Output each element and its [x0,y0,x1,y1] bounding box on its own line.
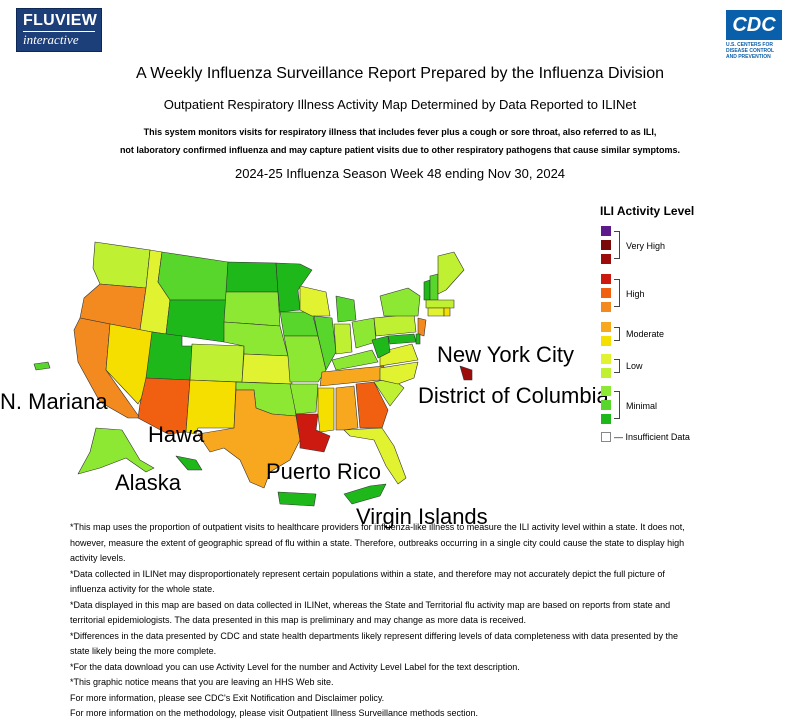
state-maine[interactable] [437,251,465,295]
footnote: *Differences in the data presented by CD… [70,630,679,657]
state-kansas[interactable] [241,353,293,385]
label-virgin-islands: Virgin Islands [356,504,488,529]
state-south-dakota[interactable] [223,291,281,327]
page-title: A Weekly Influenza Surveillance Report P… [136,65,664,82]
legend-label-minimal: Minimal [626,401,658,411]
state-alaska[interactable] [77,427,155,475]
legend-bracket-low [614,359,620,373]
footnote: *Data collected in ILINet may disproport… [70,568,665,595]
footnotes: *This map uses the proportion of outpati… [70,520,690,722]
footnote-link[interactable]: For more information, please see CDC's E… [70,692,385,703]
legend-swatch-12 [601,240,611,250]
legend-label-insufficient-text: Insufficient Data [625,432,690,442]
legend-bracket-minimal [614,391,620,419]
fluview-logo-text: FLUVIEW [23,12,98,29]
footnote-link[interactable]: For more information on the methodology,… [70,708,479,718]
state-arkansas[interactable] [289,383,319,415]
week-heading: 2024-25 Influenza Season Week 48 ending … [234,166,566,181]
legend-swatch-4 [601,368,611,378]
legend-swatch-11 [601,254,611,264]
state-ohio[interactable] [351,317,377,349]
state-wisconsin[interactable] [299,285,331,317]
state-kentucky[interactable] [331,349,379,371]
state-massachusetts[interactable] [425,299,455,309]
legend-swatch-insufficient [601,432,611,442]
legend-title: ILI Activity Level [600,204,695,218]
virgin-islands[interactable] [343,483,387,505]
state-indiana[interactable] [333,323,353,355]
state-west-virginia[interactable] [371,335,391,359]
state-texas[interactable] [197,389,301,489]
state-pennsylvania[interactable] [373,313,417,337]
state-virginia[interactable] [379,343,419,367]
legend-bracket-high [614,279,620,307]
state-mississippi[interactable] [317,387,335,433]
state-new-hampshire[interactable] [429,273,439,301]
legend-bracket-very-high [614,231,620,259]
label-puerto-rico: Puerto Rico [266,459,381,484]
legend-swatch-8 [601,302,611,312]
ili-activity-map[interactable] [0,225,600,525]
footnote: *Data displayed in this map are based on… [70,599,671,626]
legend-swatch-7 [601,322,611,332]
label-n-mariana: N. Mariana [0,389,108,414]
label-alaska: Alaska [115,470,182,495]
state-washington[interactable] [92,241,151,289]
state-hawaii[interactable] [175,455,203,471]
legend-swatch-13 [601,226,611,236]
footnote: *This graphic notice means that you are … [70,677,334,687]
state-alabama[interactable] [335,385,359,431]
cdc-logo-mark: CDC [726,10,782,40]
cdc-logo-subtext: U.S. CENTERS FOR DISEASE CONTROL AND PRE… [726,42,774,60]
state-minnesota[interactable] [275,262,313,313]
legend-swatch-5 [601,354,611,364]
legend-bracket-moderate [614,327,620,341]
footnote: *For the data download you can use Activ… [70,661,520,672]
state-north-dakota[interactable] [225,261,279,293]
state-rhode-island[interactable] [443,307,451,317]
state-maryland[interactable] [387,333,417,345]
legend-swatch-1 [601,414,611,424]
state-vermont[interactable] [423,279,431,301]
state-michigan[interactable] [335,295,357,323]
legend-label-high: High [626,289,645,299]
legend-swatch-2 [601,400,611,410]
cdc-logo[interactable]: CDC U.S. CENTERS FOR DISEASE CONTROL AND… [726,10,784,60]
legend-swatch-6 [601,336,611,346]
legend: ILI Activity Level Very High High Modera… [600,204,790,444]
legend-swatch-10 [601,274,611,284]
label-new-york-city: New York City [437,342,574,367]
state-florida[interactable] [343,427,407,485]
label-hawaii: Hawa [148,422,205,447]
n-mariana-islands[interactable] [33,361,51,371]
state-montana[interactable] [157,251,229,301]
description-line-2: not laboratory confirmed influenza and m… [119,145,681,155]
legend-label-low: Low [626,361,643,371]
footnote: *This map uses the proportion of outpati… [70,522,685,563]
state-new-jersey[interactable] [417,317,427,337]
page-subtitle: Outpatient Respiratory Illness Activity … [163,97,637,112]
state-utah[interactable] [145,331,193,381]
state-louisiana[interactable] [295,413,331,453]
state-delaware[interactable] [415,333,421,345]
legend-swatch-9 [601,288,611,298]
state-north-carolina[interactable] [379,361,419,385]
state-new-york[interactable] [379,287,421,317]
state-connecticut[interactable] [427,307,445,317]
legend-label-very-high: Very High [626,241,666,251]
fluview-logo[interactable]: FLUVIEW interactive [16,8,102,52]
state-illinois[interactable] [313,315,337,371]
state-georgia[interactable] [355,381,389,429]
description-line-1: This system monitors visits for respirat… [143,127,657,137]
state-colorado[interactable] [189,343,245,383]
fluview-logo-subtext: interactive [23,31,95,48]
legend-label-moderate: Moderate [626,329,665,339]
new-york-city[interactable] [459,365,473,381]
puerto-rico[interactable] [277,491,317,507]
legend-label-insufficient: — Insufficient Data [614,432,690,442]
legend-swatch-3 [601,386,611,396]
label-district-of-columbia: District of Columbia [418,383,609,408]
